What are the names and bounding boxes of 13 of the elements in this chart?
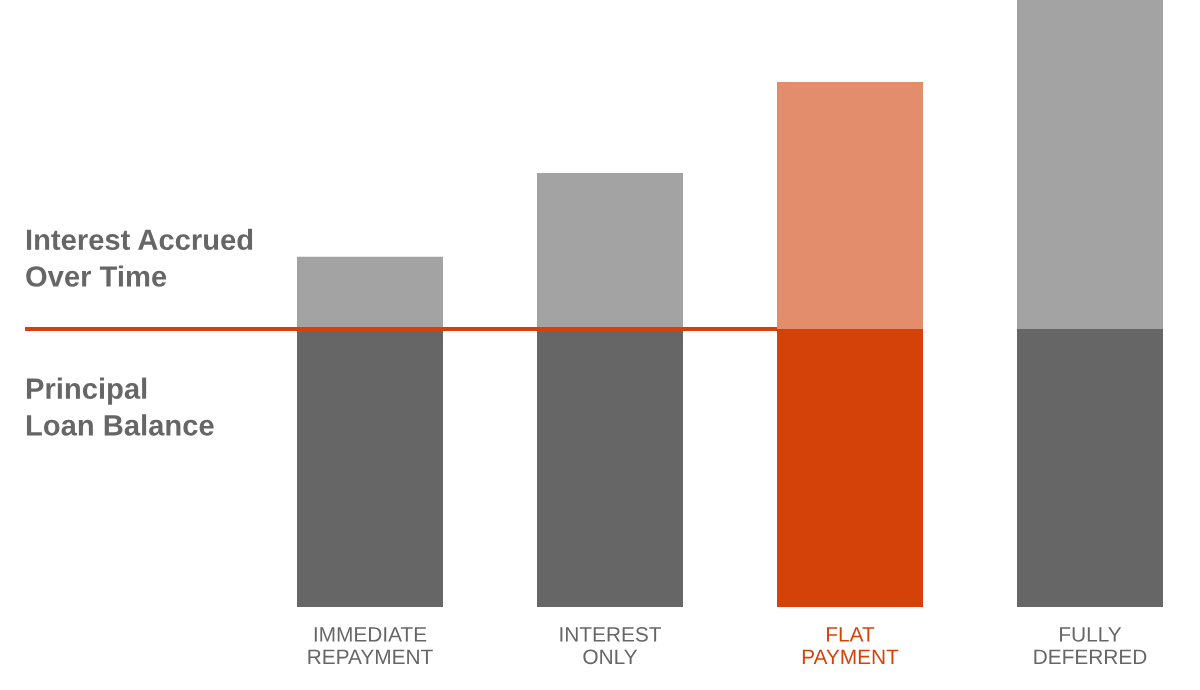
x-tick-label: FLAT PAYMENT — [802, 627, 899, 664]
text: Principal Loan Balance — [26, 377, 214, 436]
bar — [297, 328, 443, 607]
x-tick-label: INTEREST ONLY — [560, 626, 662, 665]
bar — [297, 256, 443, 329]
bar — [1017, 0, 1163, 329]
bar — [537, 328, 683, 607]
series-label: Interest Accrued Over Time — [26, 228, 253, 287]
x-tick-label: FULLY DEFERRED — [1034, 627, 1147, 664]
bar — [1017, 328, 1163, 607]
x-tick-label: IMMEDIATE REPAYMENT — [308, 627, 433, 664]
bar — [537, 173, 683, 329]
bar — [777, 81, 923, 329]
